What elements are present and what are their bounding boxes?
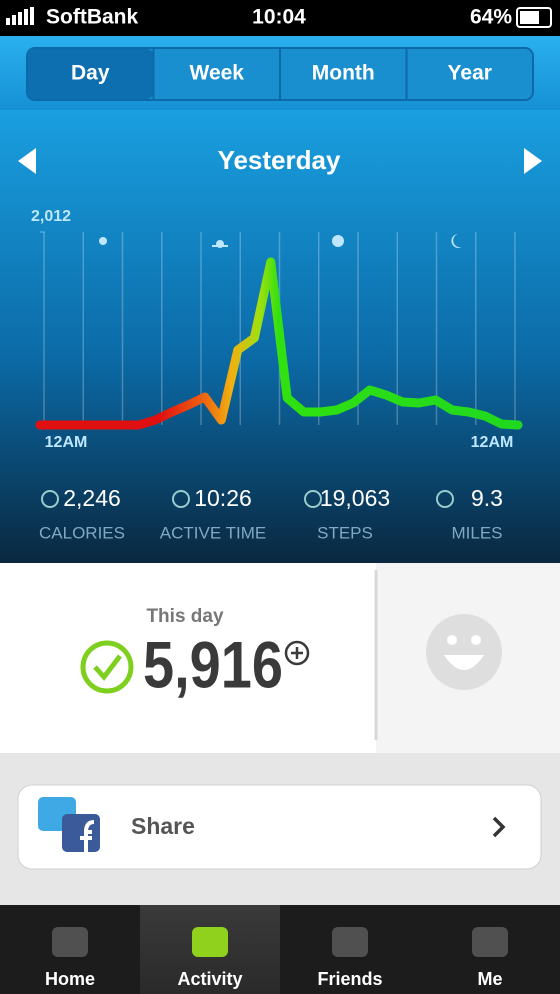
goal-icon: [80, 640, 134, 694]
plus-sign: [291, 647, 303, 659]
nav-icon: [472, 927, 508, 957]
prev-arrow[interactable]: [18, 148, 36, 174]
hour-lines: [43, 232, 516, 425]
plus-icon[interactable]: [284, 640, 310, 666]
activity-line: [35, 257, 523, 430]
stat-label: ACTIVE TIME: [160, 523, 266, 542]
fuel-caption: This day: [146, 606, 224, 627]
share-button[interactable]: [17, 784, 542, 870]
stat-icon: [172, 490, 190, 508]
status-bar: [0, 0, 560, 36]
signal: [6, 7, 34, 25]
nav-label[interactable]: Me: [477, 969, 502, 989]
nav-label[interactable]: Friends: [317, 969, 382, 989]
x-label: 12AM: [471, 434, 514, 451]
battery-level: 64%: [470, 6, 512, 29]
time-icons: [99, 234, 462, 248]
fuel-panel: [0, 563, 376, 753]
stat-icon: [436, 490, 454, 508]
stat-label: MILES: [451, 523, 502, 542]
stat-label: CALORIES: [39, 523, 125, 542]
nav-label[interactable]: Home: [45, 969, 95, 989]
smiley: [426, 614, 502, 690]
share-label: Share: [131, 813, 195, 839]
goal-check: [93, 654, 122, 681]
x-label: 12AM: [45, 434, 88, 451]
next-arrow[interactable]: [524, 148, 542, 174]
carrier: SoftBank: [46, 6, 138, 29]
tab[interactable]: Month: [312, 62, 375, 85]
stat-label: STEPS: [317, 523, 373, 542]
smile: [444, 655, 484, 670]
stat-icon: [41, 490, 59, 508]
nav-icon: [332, 927, 368, 957]
nav-icon: [192, 927, 228, 957]
tab[interactable]: Year: [448, 62, 492, 85]
chevron: [492, 816, 506, 838]
tab-selected: [28, 49, 154, 99]
stat-value: 10:26: [194, 485, 252, 511]
stat-value: 19,063: [320, 485, 390, 511]
facebook-icon: [62, 814, 100, 852]
period-title: Yesterday: [218, 145, 341, 175]
clock: 10:04: [252, 6, 306, 29]
tab[interactable]: Day: [71, 62, 110, 85]
fuel-value: 5,916: [143, 627, 283, 701]
tab[interactable]: Week: [190, 62, 245, 85]
battery-icon: [516, 7, 552, 28]
nav-icon: [52, 927, 88, 957]
y-tick-label: 2,012: [31, 208, 71, 225]
battery-fill: [520, 11, 539, 24]
stat-value: 9.3: [471, 485, 503, 511]
nav-label[interactable]: Activity: [177, 969, 242, 989]
stat-value: 2,246: [63, 485, 121, 511]
stat-icon: [304, 490, 322, 508]
